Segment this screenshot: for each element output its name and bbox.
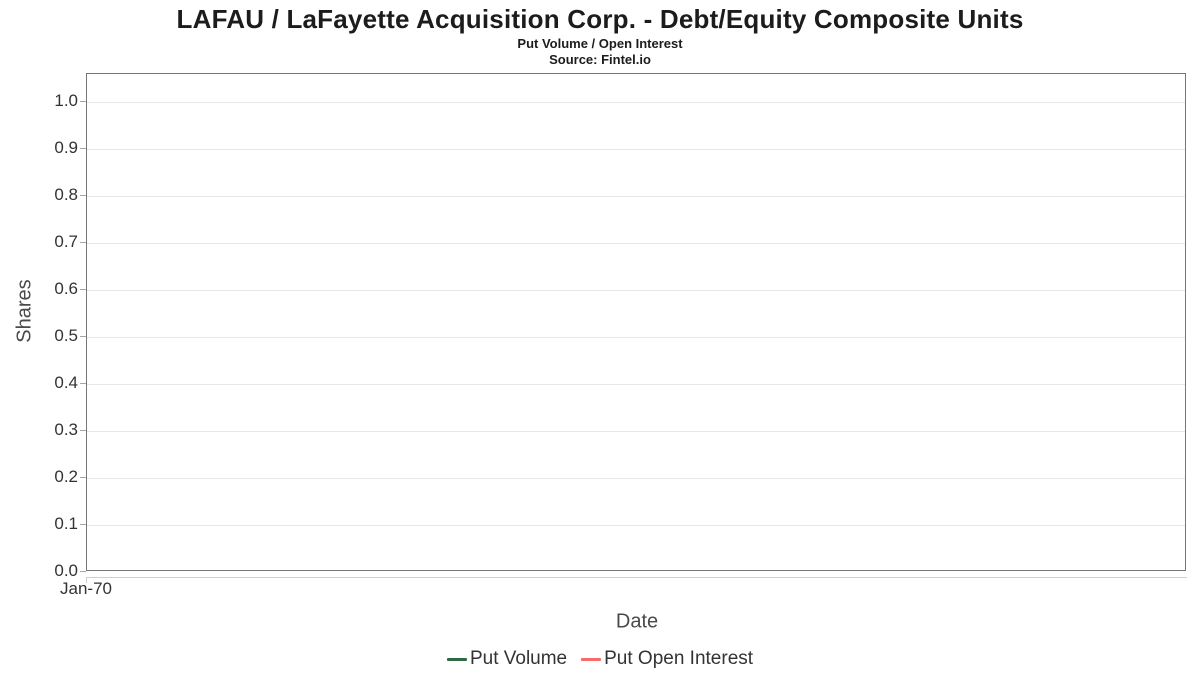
chart-source: Source: Fintel.io	[549, 52, 651, 67]
legend-label-put-volume: Put Volume	[469, 648, 568, 669]
y-tick-label: 1.0	[54, 91, 78, 110]
chart-title: LAFAU / LaFayette Acquisition Corp. - De…	[176, 4, 1024, 34]
y-tick-label: 0.4	[54, 373, 78, 392]
legend-item-put-volume[interactable]: Put Volume	[446, 648, 568, 670]
x-axis-line	[86, 577, 1187, 578]
legend-label-put-open-interest: Put Open Interest	[604, 648, 754, 669]
y-tick-label: 0.1	[54, 514, 78, 533]
y-gridline	[87, 196, 1185, 197]
y-gridline	[87, 290, 1185, 291]
y-axis-tick	[80, 242, 86, 243]
y-gridline	[87, 431, 1185, 432]
y-axis-tick	[80, 571, 86, 572]
y-axis-tick	[80, 148, 86, 149]
y-tick-label: 0.6	[54, 279, 78, 298]
legend: Put Volume Put Open Interest	[0, 648, 1200, 670]
y-gridline	[87, 525, 1185, 526]
y-tick-label: 0.5	[54, 326, 78, 345]
y-axis-tick	[80, 289, 86, 290]
y-axis-tick	[80, 430, 86, 431]
y-gridline	[87, 384, 1185, 385]
legend-item-put-open-interest[interactable]: Put Open Interest	[581, 648, 753, 670]
put-open-interest-line-icon	[581, 657, 602, 661]
y-axis-tick	[80, 477, 86, 478]
y-tick-label: 0.8	[54, 185, 78, 204]
y-gridline	[87, 102, 1185, 103]
y-gridline	[87, 149, 1185, 150]
y-axis-tick	[80, 195, 86, 196]
y-axis-tick	[80, 101, 86, 102]
y-tick-label: 0.0	[54, 561, 78, 580]
y-gridline	[87, 243, 1185, 244]
y-tick-label: 0.7	[54, 232, 78, 251]
y-tick-label: 0.9	[54, 138, 78, 157]
x-axis-tick	[86, 578, 87, 583]
put-volume-line-icon	[446, 657, 467, 661]
y-tick-label: 0.3	[54, 420, 78, 439]
y-axis-tick	[80, 383, 86, 384]
plot-area	[86, 73, 1186, 571]
y-axis-tick	[80, 336, 86, 337]
y-axis-tick	[80, 524, 86, 525]
x-axis-title: Date	[615, 610, 659, 633]
y-tick-label: 0.2	[54, 467, 78, 486]
y-gridline	[87, 478, 1185, 479]
x-tick-label: Jan-70	[60, 579, 112, 598]
chart-subtitle: Put Volume / Open Interest	[517, 36, 683, 51]
y-gridline	[87, 337, 1185, 338]
